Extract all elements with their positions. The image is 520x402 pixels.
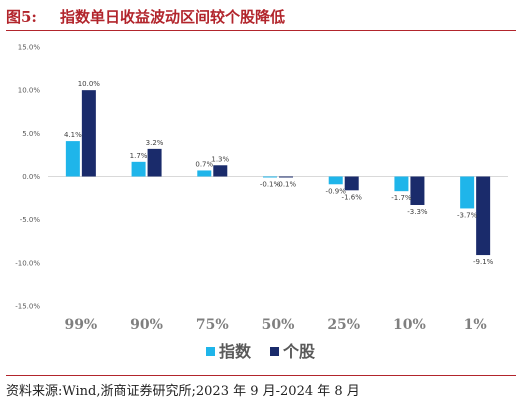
data-label: 4.1% <box>64 131 82 139</box>
data-label: -1.7% <box>391 194 412 202</box>
legend-swatch <box>206 347 215 356</box>
data-label: -3.7% <box>457 211 478 219</box>
bar-index <box>394 176 409 192</box>
data-label: -0.1% <box>260 180 281 188</box>
x-axis: 99% 90% 75% 50% 25% 10% 1% <box>64 317 486 333</box>
category-label: 99% <box>64 317 97 333</box>
figure-title: 指数单日收益波动区间较个股降低 <box>60 8 286 26</box>
legend-swatch <box>270 347 279 356</box>
figure-label: 图5: <box>6 8 37 26</box>
category-label: 50% <box>262 317 295 333</box>
category-label: 1% <box>464 317 487 333</box>
bars-group <box>65 90 491 256</box>
category-label: 75% <box>196 317 229 333</box>
data-labels-group: 4.1% 10.0% 1.7% 3.2% 0.7%1.3% -0.1%-0.1% -0.9%… <box>64 80 494 266</box>
data-label: 1.7% <box>130 152 148 160</box>
source-note: 资料来源:Wind,浙商证券研究所;2023 年 9 月-2024 年 8 月 <box>6 384 360 399</box>
y-tick-label: -5.0% <box>20 216 41 224</box>
data-label: -0.9% <box>326 187 347 195</box>
bar-index <box>65 141 80 177</box>
y-tick-label: -10.0% <box>15 259 40 267</box>
bar-stock <box>344 176 359 191</box>
bar-stock <box>476 176 491 256</box>
legend-item-index: 指数 <box>219 342 252 361</box>
y-tick-label: 10.0% <box>18 87 41 95</box>
y-tick-label: 5.0% <box>22 130 40 138</box>
data-label: 1.3% <box>211 155 229 163</box>
legend: 指数 个股 <box>206 342 316 361</box>
category-label: 90% <box>130 317 163 333</box>
bar-index <box>328 176 343 185</box>
legend-item-stock: 个股 <box>282 342 316 361</box>
figure-header: 图5: 指数单日收益波动区间较个股降低 <box>0 0 520 30</box>
data-label: 0.7% <box>195 160 213 168</box>
bar-chart: 15.0% 10.0% 5.0% 0.0% -5.0% -10.0% -15.0% 4.1%… <box>15 44 508 361</box>
data-label: 3.2% <box>146 139 164 147</box>
bar-index <box>197 170 212 177</box>
data-label: 10.0% <box>78 80 101 88</box>
bottom-rule <box>6 375 516 376</box>
y-axis: 15.0% 10.0% 5.0% 0.0% -5.0% -10.0% -15.0% <box>15 44 40 311</box>
bar-stock <box>81 90 96 177</box>
y-tick-label: 15.0% <box>18 44 41 52</box>
bar-index <box>263 176 277 178</box>
data-label: -1.6% <box>342 193 363 201</box>
category-label: 10% <box>393 317 426 333</box>
data-label: -3.3% <box>407 208 428 216</box>
y-tick-label: 0.0% <box>22 173 40 181</box>
bar-stock <box>410 176 425 205</box>
bar-stock <box>279 176 293 178</box>
bar-stock <box>147 148 162 177</box>
bar-index <box>460 176 475 209</box>
category-label: 25% <box>327 317 360 333</box>
bar-stock <box>213 165 228 177</box>
data-label: -0.1% <box>276 180 297 188</box>
title-rule <box>6 30 516 31</box>
bar-index <box>131 161 146 177</box>
data-label: -9.1% <box>473 258 494 266</box>
y-tick-label: -15.0% <box>15 303 40 311</box>
